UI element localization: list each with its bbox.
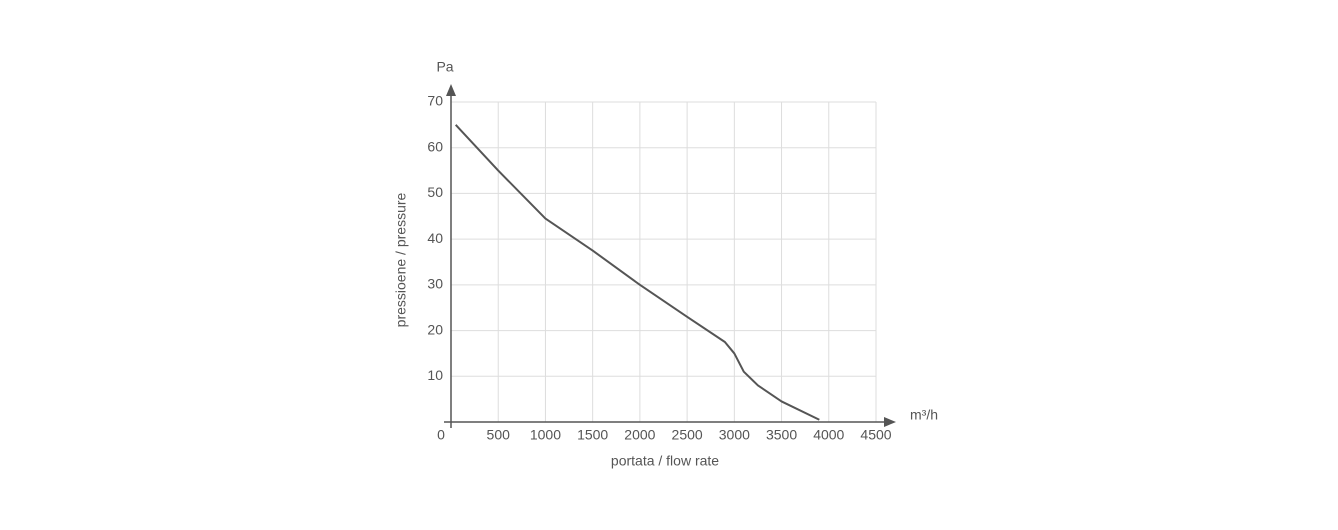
x-axis-arrow (884, 417, 896, 427)
y-tick-label: 70 (427, 93, 443, 109)
x-tick-label: 3500 (766, 427, 797, 443)
x-tick-label: 0 (437, 427, 445, 443)
x-tick-label: 4000 (813, 427, 844, 443)
y-unit: Pa (436, 59, 453, 75)
grid (450, 101, 877, 422)
y-tick-label: 30 (427, 276, 443, 292)
y-tick-label: 20 (427, 321, 443, 337)
x-tick-label: 3000 (719, 427, 750, 443)
x-tick-label: 1000 (530, 427, 561, 443)
y-tick-label: 10 (427, 367, 443, 383)
y-tick-label: 60 (427, 138, 443, 154)
x-tick-label: 1500 (577, 427, 608, 443)
x-tick-label: 2500 (672, 427, 703, 443)
x-tick-label: 2000 (624, 427, 655, 443)
x-axis-label: portata / flow rate (611, 453, 719, 469)
x-unit: m³/h (910, 407, 938, 423)
line (454, 124, 820, 421)
y-axis-label: pressioene / pressure (393, 192, 409, 327)
y-axis-arrow (446, 84, 456, 96)
x-tick-label: 4500 (860, 427, 891, 443)
y-tick-label: 40 (427, 230, 443, 246)
y-tick-label: 50 (427, 184, 443, 200)
x-tick-label: 500 (487, 427, 511, 443)
